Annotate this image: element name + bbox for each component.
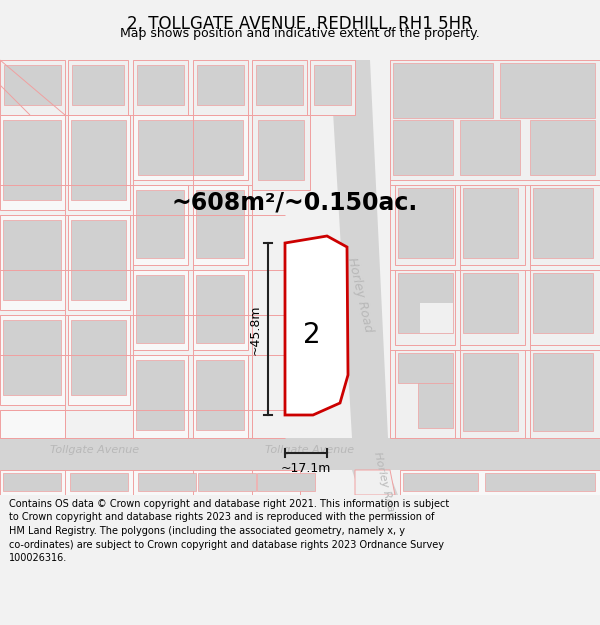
Bar bbox=[3, 120, 61, 200]
Bar bbox=[485, 473, 595, 491]
Bar bbox=[257, 473, 315, 491]
Bar bbox=[3, 220, 61, 300]
Bar bbox=[196, 360, 244, 430]
Text: Tollgate Avenue: Tollgate Avenue bbox=[50, 445, 140, 455]
Bar bbox=[72, 65, 124, 105]
Bar bbox=[0, 215, 65, 310]
Polygon shape bbox=[355, 470, 395, 495]
Polygon shape bbox=[330, 60, 388, 438]
Bar bbox=[500, 63, 595, 118]
Bar bbox=[390, 60, 600, 180]
Text: Contains OS data © Crown copyright and database right 2021. This information is : Contains OS data © Crown copyright and d… bbox=[9, 499, 449, 563]
Bar bbox=[393, 120, 453, 175]
Bar bbox=[133, 60, 188, 115]
Bar bbox=[400, 470, 600, 495]
Bar bbox=[256, 65, 303, 105]
Text: ~17.1m: ~17.1m bbox=[281, 461, 331, 474]
Bar bbox=[0, 470, 300, 495]
Bar bbox=[460, 270, 525, 345]
Bar bbox=[403, 473, 478, 491]
Bar bbox=[252, 115, 310, 190]
Bar bbox=[393, 63, 493, 118]
Bar bbox=[137, 65, 184, 105]
Bar bbox=[133, 355, 188, 438]
Bar bbox=[68, 60, 128, 115]
Polygon shape bbox=[285, 236, 348, 415]
Bar bbox=[3, 320, 61, 395]
Bar bbox=[252, 60, 307, 115]
Bar bbox=[418, 383, 453, 428]
Bar bbox=[136, 190, 184, 258]
Bar bbox=[460, 120, 520, 175]
Bar bbox=[460, 350, 525, 438]
Bar bbox=[463, 188, 518, 258]
Text: ~608m²/~0.150ac.: ~608m²/~0.150ac. bbox=[172, 191, 418, 215]
Bar bbox=[314, 65, 351, 105]
Bar bbox=[4, 65, 61, 105]
Bar bbox=[533, 353, 593, 431]
Bar bbox=[530, 185, 600, 265]
Bar bbox=[398, 353, 453, 383]
Bar bbox=[0, 115, 65, 210]
Text: Map shows position and indicative extent of the property.: Map shows position and indicative extent… bbox=[120, 27, 480, 39]
Bar bbox=[70, 473, 128, 491]
Bar bbox=[133, 115, 248, 180]
Text: Tollgate Avenue: Tollgate Avenue bbox=[265, 445, 355, 455]
Bar bbox=[193, 185, 248, 265]
Text: 2: 2 bbox=[303, 321, 321, 349]
Bar bbox=[197, 65, 244, 105]
Bar bbox=[0, 438, 600, 470]
Bar bbox=[398, 273, 453, 333]
Bar bbox=[193, 270, 248, 350]
Bar bbox=[395, 185, 455, 265]
Bar bbox=[0, 315, 65, 405]
Bar bbox=[193, 355, 248, 438]
Bar bbox=[530, 350, 600, 438]
Bar bbox=[533, 273, 593, 333]
Bar bbox=[138, 473, 196, 491]
Bar bbox=[138, 120, 243, 175]
Bar bbox=[68, 315, 130, 405]
Text: ~45.8m: ~45.8m bbox=[248, 305, 262, 355]
Bar bbox=[3, 473, 61, 491]
Bar bbox=[0, 410, 65, 438]
Bar bbox=[71, 120, 126, 200]
Bar bbox=[258, 120, 304, 180]
Bar bbox=[420, 303, 453, 333]
Bar bbox=[463, 273, 518, 333]
Bar bbox=[460, 185, 525, 265]
Bar bbox=[0, 60, 65, 115]
Bar bbox=[530, 120, 595, 175]
Bar bbox=[198, 473, 256, 491]
Bar bbox=[398, 188, 453, 258]
Text: Horley Road: Horley Road bbox=[373, 451, 398, 519]
Bar bbox=[533, 188, 593, 258]
Bar bbox=[196, 190, 244, 258]
Bar bbox=[133, 185, 188, 265]
Bar bbox=[133, 270, 188, 350]
Bar bbox=[68, 115, 130, 210]
Bar bbox=[68, 215, 130, 310]
Polygon shape bbox=[352, 470, 398, 495]
Bar bbox=[530, 270, 600, 345]
Bar bbox=[136, 360, 184, 430]
Bar bbox=[193, 60, 248, 115]
Bar bbox=[395, 270, 455, 345]
Bar bbox=[463, 353, 518, 431]
Text: Horley Road: Horley Road bbox=[345, 256, 375, 334]
Bar bbox=[136, 275, 184, 343]
Bar bbox=[71, 220, 126, 300]
Bar bbox=[310, 60, 355, 115]
Text: 2, TOLLGATE AVENUE, REDHILL, RH1 5HR: 2, TOLLGATE AVENUE, REDHILL, RH1 5HR bbox=[127, 16, 473, 33]
Bar bbox=[71, 320, 126, 395]
Bar bbox=[395, 350, 455, 438]
Bar bbox=[196, 275, 244, 343]
